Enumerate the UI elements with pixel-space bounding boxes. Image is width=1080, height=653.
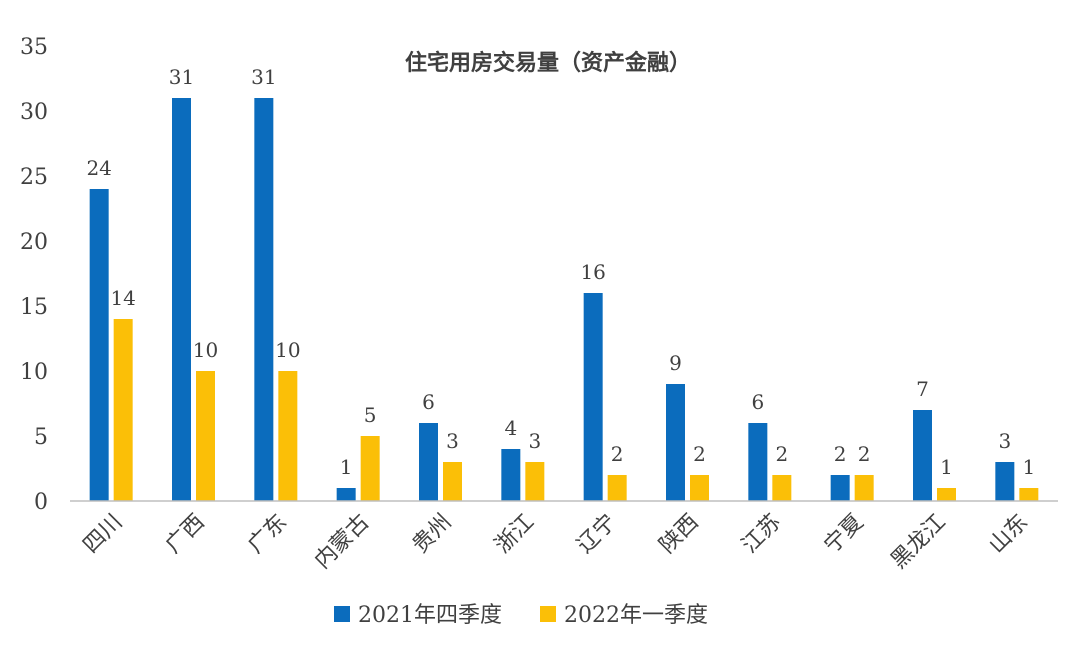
bar-series-2 (525, 462, 545, 501)
x-category-label: 陕西 (655, 510, 704, 559)
bar-series-2 (607, 475, 627, 501)
data-label: 3 (998, 429, 1011, 453)
bar-series-2 (196, 371, 215, 501)
data-label: 2 (834, 442, 847, 466)
data-label: 2 (693, 442, 706, 466)
legend-swatch (540, 606, 556, 622)
y-tick-label: 5 (34, 425, 48, 450)
data-label: 9 (669, 351, 682, 375)
bar-series-2 (443, 462, 462, 501)
bar-series-2 (278, 371, 298, 501)
bar-series-1 (830, 475, 850, 501)
data-label: 31 (251, 65, 276, 89)
y-tick-label: 25 (20, 165, 48, 190)
bar-series-2 (360, 436, 380, 501)
bar-series-2 (937, 488, 956, 501)
x-category-label: 浙江 (490, 510, 539, 559)
bar-series-1 (583, 293, 603, 501)
bar-series-1 (419, 423, 438, 501)
x-category-label: 广西 (161, 510, 210, 559)
data-label: 24 (86, 156, 111, 180)
bar-series-1 (172, 98, 191, 501)
category-labels: 四川 广西 广东 内蒙古 贵州 浙江 辽宁 陕西 江苏 宁夏 黑龙江 山东 (79, 510, 1033, 574)
legend-label: 2021年四季度 (358, 603, 502, 628)
data-label: 1 (940, 455, 953, 479)
x-category-label: 江苏 (737, 510, 786, 559)
x-category-label: 黑龙江 (886, 510, 950, 574)
x-category-label: 贵州 (408, 510, 457, 559)
data-label: 31 (169, 65, 194, 89)
data-label: 14 (110, 286, 135, 310)
data-label: 2 (858, 442, 871, 466)
y-tick-label: 30 (20, 100, 48, 125)
data-label: 5 (364, 403, 377, 427)
bar-series-1 (995, 462, 1015, 501)
bar-series-1 (89, 189, 109, 501)
bar-series-1 (748, 423, 768, 501)
chart-title: 住宅用房交易量（资产金融） (405, 50, 691, 76)
y-tick-label: 35 (20, 35, 48, 60)
data-label: 3 (528, 429, 541, 453)
legend: 2021年四季度 2022年一季度 (334, 603, 708, 628)
data-label: 4 (504, 416, 517, 440)
y-axis-ticks: 0 5 10 15 20 25 30 35 (20, 35, 48, 515)
data-label: 10 (275, 338, 300, 362)
x-category-label: 辽宁 (573, 510, 622, 559)
y-tick-label: 20 (20, 230, 48, 255)
data-label: 3 (446, 429, 459, 453)
data-label: 2 (775, 442, 788, 466)
legend-label: 2022年一季度 (564, 603, 708, 628)
x-category-label: 宁夏 (820, 510, 869, 559)
x-category-label: 山东 (984, 510, 1033, 559)
data-label: 10 (193, 338, 218, 362)
data-label: 6 (422, 390, 435, 414)
bar-series-1 (666, 384, 685, 501)
bar-series-1 (254, 98, 274, 501)
bar-series-2 (690, 475, 709, 501)
legend-swatch (334, 606, 350, 622)
y-tick-label: 10 (20, 360, 48, 385)
bar-series-2 (1019, 488, 1039, 501)
y-tick-label: 15 (20, 295, 48, 320)
bar-series-2 (772, 475, 792, 501)
data-label: 1 (1022, 455, 1035, 479)
bar-series-1 (336, 488, 356, 501)
bar-series-2 (113, 319, 133, 501)
bar-series-2 (854, 475, 874, 501)
data-label: 2 (611, 442, 624, 466)
data-label: 16 (580, 260, 605, 284)
bar-series-1 (913, 410, 932, 501)
bar-series-1 (501, 449, 521, 501)
y-tick-label: 0 (34, 490, 48, 515)
x-category-label: 内蒙古 (310, 510, 374, 574)
x-category-label: 广东 (243, 510, 292, 559)
data-label: 1 (340, 455, 353, 479)
data-label: 6 (751, 390, 764, 414)
bars (89, 98, 1039, 501)
data-label: 7 (916, 377, 929, 401)
x-category-label: 四川 (79, 510, 128, 559)
